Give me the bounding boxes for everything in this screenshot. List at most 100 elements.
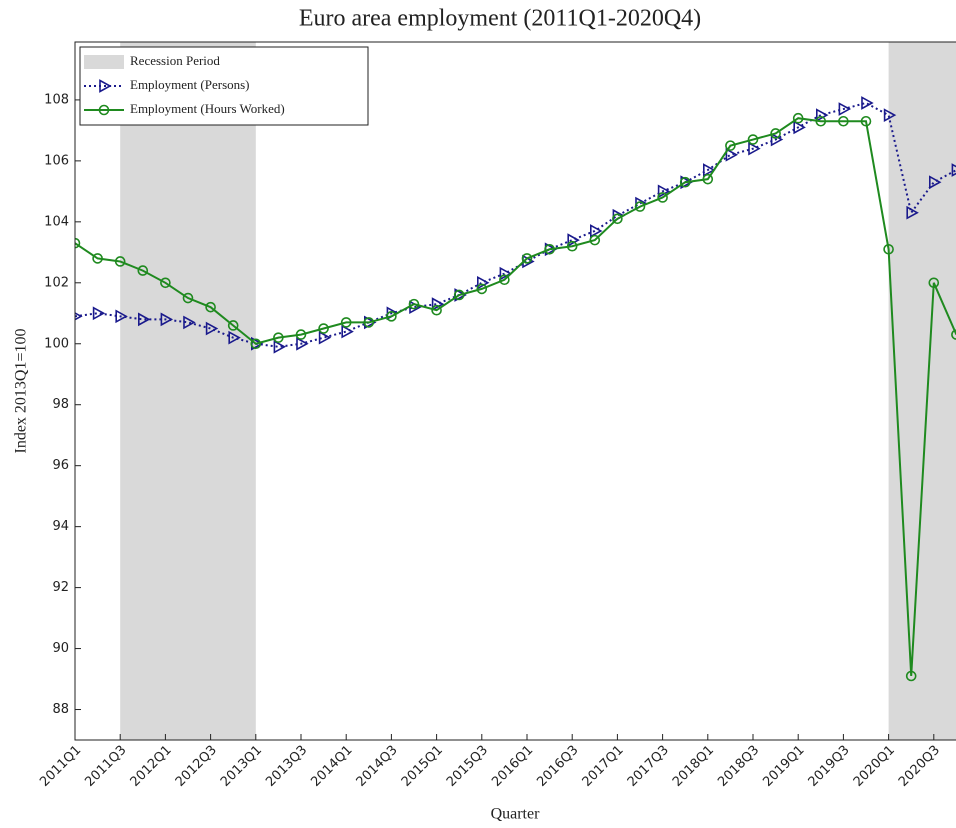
x-tick-label: 2015Q3 [444, 743, 491, 790]
x-tick-label: 2012Q1 [128, 743, 175, 790]
point [521, 253, 533, 264]
point [476, 283, 488, 295]
legend-marker [99, 79, 112, 93]
legend-label: Employment (Hours Worked) [130, 101, 285, 116]
y-tick-label: 98 [52, 397, 69, 412]
y-tick-label: 88 [52, 702, 69, 717]
point [883, 243, 894, 255]
axis-frame [74, 41, 956, 741]
point [725, 140, 736, 151]
point [929, 175, 942, 190]
point [92, 306, 106, 321]
point [883, 108, 897, 123]
point [138, 312, 151, 327]
legend: Recession Period Employment (Persons) Empl… [79, 46, 369, 126]
point [137, 265, 149, 276]
point [747, 134, 759, 145]
point [453, 289, 465, 301]
x-tick-label: 2014Q1 [308, 743, 355, 790]
point [770, 128, 781, 139]
point [725, 147, 739, 162]
point [499, 266, 513, 281]
chart-title: Euro area employment (2011Q1-2020Q4) [299, 6, 701, 32]
point [363, 317, 375, 328]
point [477, 275, 490, 290]
point [612, 213, 623, 225]
point [340, 317, 352, 328]
legend-marker [98, 104, 110, 116]
x-tick-label: 2019Q1 [760, 743, 807, 790]
x-tick-label: 2018Q3 [715, 743, 762, 790]
y-tick-label: 108 [44, 92, 69, 107]
recession-band [120, 42, 256, 740]
legend-label: Recession Period [130, 53, 220, 68]
x-tick-label: 2016Q3 [534, 743, 581, 790]
x-tick-label: 2011Q3 [82, 743, 129, 790]
point [770, 132, 784, 147]
point [250, 338, 262, 350]
point [273, 332, 284, 343]
point [905, 670, 917, 682]
point [318, 330, 332, 345]
x-tick-label: 2016Q1 [489, 743, 536, 790]
legend-box [79, 46, 369, 126]
x-tick-label: 2017Q3 [625, 743, 672, 790]
point [273, 339, 287, 354]
point [75, 237, 81, 249]
x-tick-label: 2014Q3 [354, 743, 401, 790]
y-tick-label: 100 [44, 336, 69, 351]
point [183, 315, 196, 330]
point [951, 163, 956, 177]
point [634, 201, 646, 212]
point [160, 277, 171, 289]
point [431, 297, 445, 311]
point [92, 253, 103, 264]
point [590, 224, 603, 238]
point [499, 274, 510, 286]
x-tick-label: 2020Q3 [896, 743, 943, 790]
y-tick-label: 90 [52, 641, 69, 656]
point [115, 309, 128, 324]
x-tick-label: 2011Q1 [37, 743, 84, 790]
point [318, 323, 329, 334]
point [815, 115, 827, 127]
point [296, 336, 309, 351]
y-tick-label: 92 [52, 580, 69, 595]
point [860, 115, 872, 127]
plot-area [75, 42, 956, 740]
point [205, 321, 219, 336]
series-line [75, 117, 956, 677]
y-axis-label: Index 2013Q1=100 [13, 328, 30, 453]
point [567, 233, 580, 247]
point [114, 256, 126, 267]
point [928, 277, 940, 289]
point [906, 205, 919, 220]
point [544, 243, 555, 255]
point [295, 329, 307, 340]
point [861, 96, 874, 110]
point [793, 120, 806, 135]
x-tick-label: 2017Q1 [580, 743, 627, 790]
point [228, 330, 241, 345]
point [951, 329, 956, 340]
x-tick-label: 2015Q1 [399, 743, 446, 790]
point [679, 176, 691, 188]
y-tick-label: 96 [52, 458, 69, 473]
y-tick-label: 106 [44, 153, 69, 168]
point [386, 311, 397, 322]
x-tick-label: 2012Q3 [173, 743, 220, 790]
y-tick-label: 102 [44, 275, 69, 290]
point [182, 292, 194, 304]
point [838, 115, 849, 127]
point [703, 163, 716, 177]
point [205, 301, 216, 313]
point [408, 298, 420, 310]
recession-band [888, 42, 956, 740]
point [341, 324, 354, 339]
y-tick-label: 104 [44, 214, 69, 229]
point [792, 112, 804, 124]
point [816, 108, 829, 123]
point [657, 192, 668, 203]
x-tick-label: 2019Q3 [806, 743, 853, 790]
point [748, 141, 761, 156]
